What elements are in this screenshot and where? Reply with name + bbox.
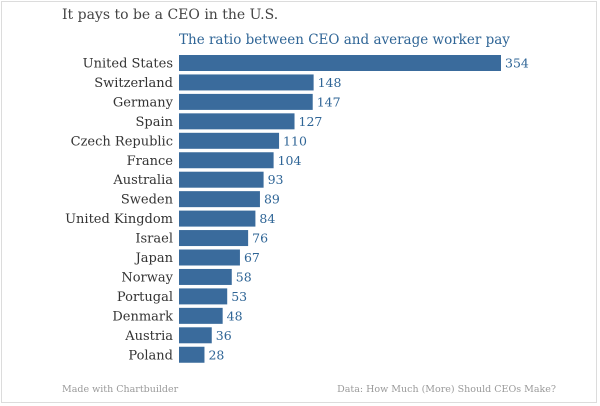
bar-australia [179,171,264,188]
bar-sweden [179,191,260,208]
category-label-israel: Israel [135,232,173,247]
bar-austria [179,327,212,344]
bar-denmark [179,307,223,324]
bar-czech-republic [179,132,280,149]
category-label-france: France [127,154,174,169]
bar-portugal [179,288,228,305]
category-label-denmark: Denmark [112,309,173,324]
category-label-czech-republic: Czech Republic [71,134,173,149]
value-label-norway: 58 [236,269,252,284]
value-label-australia: 93 [268,172,284,187]
footer-credit: Made with Chartbuilder [62,384,179,395]
bar-france [179,152,274,169]
value-label-poland: 28 [208,347,224,362]
category-label-japan: Japan [134,251,174,266]
value-label-france: 104 [278,153,302,168]
bar-spain [179,113,295,130]
category-label-switzerland: Switzerland [94,76,173,91]
value-label-united-states: 354 [505,56,529,71]
value-label-sweden: 89 [264,192,280,207]
category-label-poland: Poland [128,348,173,363]
value-label-czech-republic: 110 [283,133,307,148]
bar-poland [179,346,205,363]
category-label-spain: Spain [135,115,173,130]
category-label-australia: Australia [112,173,173,188]
value-label-austria: 36 [216,328,232,343]
category-label-germany: Germany [113,95,174,110]
chart-title: It pays to be a CEO in the U.S. [62,7,279,23]
category-label-austria: Austria [124,329,173,344]
bar-united-kingdom [179,210,256,227]
category-label-united-kingdom: United Kingdom [65,212,173,227]
bar-japan [179,249,240,266]
value-label-united-kingdom: 84 [259,211,275,226]
bar-group: United States 354 Switzerland 148 Germany 147… [65,55,529,363]
value-label-portugal: 53 [231,289,247,304]
bar-united-states [179,55,501,71]
chart-subtitle: The ratio between CEO and average worker… [179,32,510,48]
value-label-israel: 76 [252,231,268,246]
value-label-denmark: 48 [227,308,243,323]
value-label-spain: 127 [299,114,323,129]
value-label-germany: 147 [317,94,341,109]
category-label-sweden: Sweden [121,193,174,208]
bar-germany [179,93,313,110]
category-label-norway: Norway [121,270,173,285]
footer-source: Data: How Much (More) Should CEOs Make? [337,384,556,395]
bar-switzerland [179,74,314,91]
category-label-united-states: United States [83,57,173,72]
bar-norway [179,268,232,285]
value-label-japan: 67 [244,250,260,265]
bar-israel [179,230,249,247]
value-label-switzerland: 148 [318,75,342,90]
category-label-portugal: Portugal [117,290,173,305]
